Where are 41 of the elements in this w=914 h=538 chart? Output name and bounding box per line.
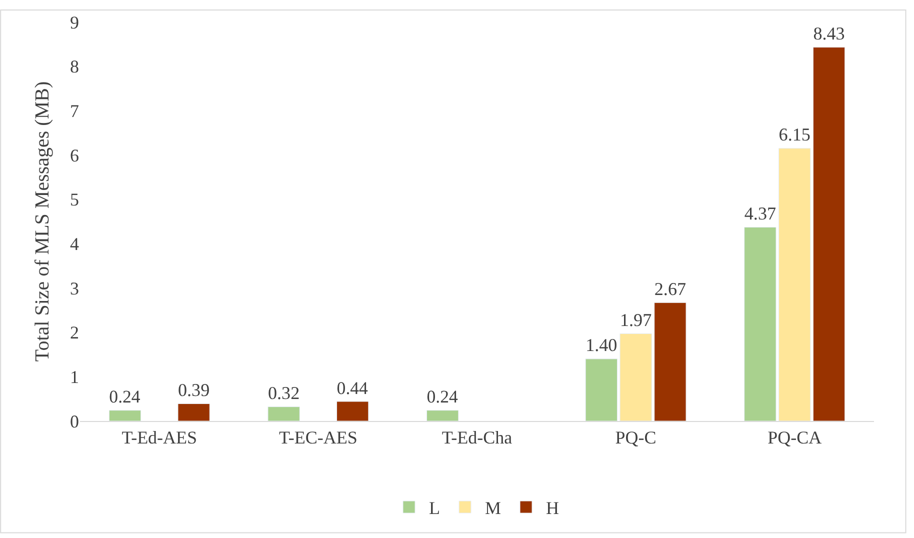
y-tick-label: 5	[70, 190, 79, 210]
x-tick-label: T-Ed-Cha	[442, 428, 512, 448]
data-label: 0.24	[109, 386, 140, 407]
y-axis-title: Total Size of MLS Messages (MB)	[32, 81, 54, 362]
bar	[585, 358, 618, 421]
y-tick-label: 7	[70, 100, 79, 121]
bar	[744, 227, 776, 421]
data-label: 6.15	[778, 124, 810, 145]
data-label: 4.37	[744, 204, 776, 224]
y-tick-label: 8	[70, 56, 79, 77]
bar	[812, 47, 846, 421]
x-tick-label: T-Ed-AES	[122, 428, 198, 448]
bar	[178, 403, 210, 421]
data-label: 0.32	[268, 383, 300, 404]
y-tick-label: 0	[70, 411, 79, 432]
bar	[268, 406, 300, 421]
data-label: 0.44	[336, 378, 368, 398]
bar	[778, 148, 811, 421]
bar	[620, 333, 652, 421]
bar	[654, 302, 686, 421]
data-label: 0.24	[426, 386, 458, 407]
y-tick-label: 9	[70, 12, 79, 32]
x-tick-label: PQ-C	[615, 428, 656, 448]
data-label: 0.39	[178, 380, 210, 400]
data-label: 1.40	[586, 335, 618, 356]
legend-label: M	[485, 498, 502, 518]
data-label: 2.67	[654, 278, 686, 299]
bar	[336, 401, 369, 421]
y-tick-label: 3	[70, 278, 79, 298]
bar	[426, 410, 459, 421]
x-tick-label: PQ-CA	[768, 428, 822, 448]
data-label: 8.43	[813, 24, 845, 44]
y-tick-label: 4	[70, 234, 79, 254]
data-label: 1.97	[620, 310, 652, 330]
y-tick-label: 2	[70, 322, 79, 343]
legend-label: H	[546, 498, 560, 518]
y-tick-label: 1	[70, 366, 79, 387]
x-tick-label: T-EC-AES	[279, 428, 358, 448]
y-tick-label: 6	[70, 145, 79, 166]
legend-label: L	[429, 498, 440, 518]
bar	[108, 410, 142, 421]
